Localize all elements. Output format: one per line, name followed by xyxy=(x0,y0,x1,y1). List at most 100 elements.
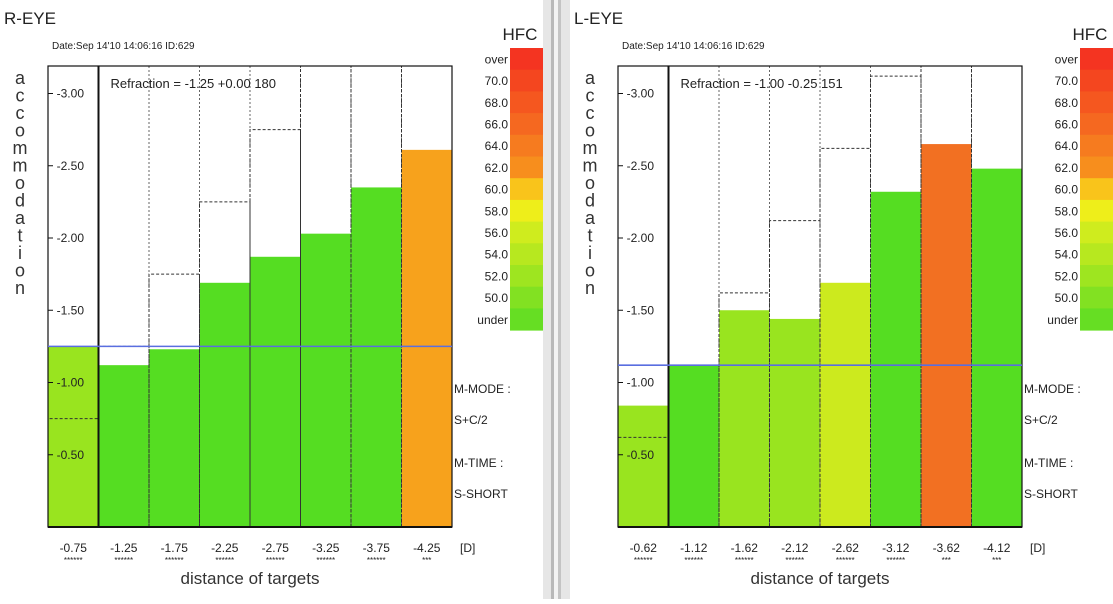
hfc-color-cell xyxy=(510,265,547,288)
y-tick-label: -1.00 xyxy=(627,376,655,390)
date-id-header: Date:Sep 14'10 14:06:16 ID:629 xyxy=(52,41,195,52)
refraction-text: Refraction = -1.25 +0.00 180 xyxy=(111,76,277,91)
m-time-label: M-TIME : xyxy=(1024,456,1073,470)
y-tick-label: -2.50 xyxy=(627,159,655,173)
hfc-scale-label: 54.0 xyxy=(485,248,509,262)
y-tick-label: -1.50 xyxy=(627,303,655,317)
hfc-color-cell xyxy=(1080,91,1113,114)
bar xyxy=(719,310,770,527)
hfc-scale-label: 50.0 xyxy=(485,291,509,305)
x-tick-stars: ****** xyxy=(836,556,855,565)
x-tick-label: -3.12 xyxy=(882,541,910,555)
y-axis-title-letter: a xyxy=(15,208,26,228)
hfc-scale-label: 62.0 xyxy=(1055,161,1079,175)
y-axis-title-letter: c xyxy=(16,103,25,123)
hfc-title: HFC xyxy=(1073,25,1108,44)
hfc-color-cell xyxy=(510,69,547,92)
y-axis-title-letter: t xyxy=(17,226,22,246)
m-time-value: S-SHORT xyxy=(1024,487,1078,501)
y-axis-title-letter: d xyxy=(585,191,595,211)
bar xyxy=(48,346,99,527)
hfc-scale-label: 60.0 xyxy=(485,183,509,197)
x-axis-title: distance of targets xyxy=(751,569,890,588)
target-box xyxy=(769,220,821,527)
bar xyxy=(769,318,820,527)
y-axis-title-letter: m xyxy=(13,138,28,158)
hfc-color-cell xyxy=(1080,199,1113,223)
hfc-scale-label: 52.0 xyxy=(1055,269,1079,283)
hfc-color-cell xyxy=(1080,308,1113,331)
y-tick-label: -2.50 xyxy=(57,159,85,173)
eye-title: R-EYE xyxy=(4,9,56,28)
hfc-color-cell xyxy=(1080,156,1113,179)
x-tick-label: -2.25 xyxy=(211,541,239,555)
hfc-color-cell xyxy=(1080,265,1113,288)
x-tick-stars: ****** xyxy=(114,556,133,565)
hfc-scale-label: 70.0 xyxy=(485,74,509,88)
hfc-color-cell xyxy=(1080,69,1113,92)
bar xyxy=(401,149,452,528)
x-tick-stars: ****** xyxy=(316,556,335,565)
x-tick-stars: *** xyxy=(992,556,1001,565)
x-tick-label: -1.62 xyxy=(731,541,759,555)
hfc-scale-label: 64.0 xyxy=(1055,139,1079,153)
hfc-scale-label: over xyxy=(1055,52,1078,66)
y-tick-label: -1.00 xyxy=(57,376,85,390)
x-tick-stars: ****** xyxy=(266,556,285,565)
x-tick-label: -4.25 xyxy=(413,541,441,555)
hfc-scale-label: over xyxy=(485,52,508,66)
hfc-color-cell xyxy=(1080,221,1113,244)
y-axis-title-letter: c xyxy=(586,86,595,106)
y-tick-label: -0.50 xyxy=(627,448,655,462)
target-box xyxy=(249,129,301,527)
x-tick-stars: ****** xyxy=(367,556,386,565)
m-time-value: S-SHORT xyxy=(454,487,508,501)
y-axis-title-letter: i xyxy=(588,243,592,263)
y-axis-title-letter: o xyxy=(585,173,595,193)
bar xyxy=(300,233,351,528)
x-tick-stars: ****** xyxy=(64,556,83,565)
y-axis-title-letter: o xyxy=(585,121,595,141)
bar xyxy=(870,191,921,527)
hfc-color-cell xyxy=(1080,243,1113,266)
y-axis-title-letter: c xyxy=(586,103,595,123)
hfc-scale-label: 56.0 xyxy=(1055,226,1079,240)
x-tick-stars: *** xyxy=(422,556,431,565)
y-axis-title-letter: c xyxy=(16,86,25,106)
x-tick-label: -1.75 xyxy=(161,541,189,555)
hfc-scale-label: 66.0 xyxy=(1055,117,1079,131)
y-axis-title-letter: m xyxy=(583,138,598,158)
hfc-color-cell xyxy=(1080,48,1113,71)
y-axis-title-letter: i xyxy=(18,243,22,263)
bar xyxy=(351,187,402,528)
hfc-scale-label: 50.0 xyxy=(1055,291,1079,305)
bar xyxy=(149,349,200,527)
x-tick-stars: ****** xyxy=(165,556,184,565)
y-axis-title-letter: o xyxy=(15,261,25,281)
y-axis-title-letter: o xyxy=(15,173,25,193)
hfc-color-cell xyxy=(510,286,547,309)
m-mode-value: S+C/2 xyxy=(1024,413,1058,427)
y-axis-title-letter: t xyxy=(587,226,592,246)
x-tick-label: -2.12 xyxy=(781,541,809,555)
hfc-scale-label: 68.0 xyxy=(1055,96,1079,110)
x-tick-stars: *** xyxy=(942,556,951,565)
hfc-scale-label: 54.0 xyxy=(1055,248,1079,262)
hfc-scale-label: 58.0 xyxy=(1055,204,1079,218)
hfc-color-cell xyxy=(510,178,547,201)
x-axis-title: distance of targets xyxy=(181,569,320,588)
y-axis-title-letter: o xyxy=(15,121,25,141)
y-axis-title-letter: n xyxy=(585,278,595,298)
x-unit-label: [D] xyxy=(1030,541,1045,555)
y-axis-title-letter: m xyxy=(583,156,598,176)
bar xyxy=(668,365,719,527)
panel-divider xyxy=(543,0,570,599)
hfc-scale-label: 62.0 xyxy=(485,161,509,175)
hfc-scale-label: 58.0 xyxy=(485,204,509,218)
hfc-color-cell xyxy=(1080,178,1113,201)
x-tick-label: -0.75 xyxy=(60,541,88,555)
y-axis-title-letter: a xyxy=(585,68,596,88)
